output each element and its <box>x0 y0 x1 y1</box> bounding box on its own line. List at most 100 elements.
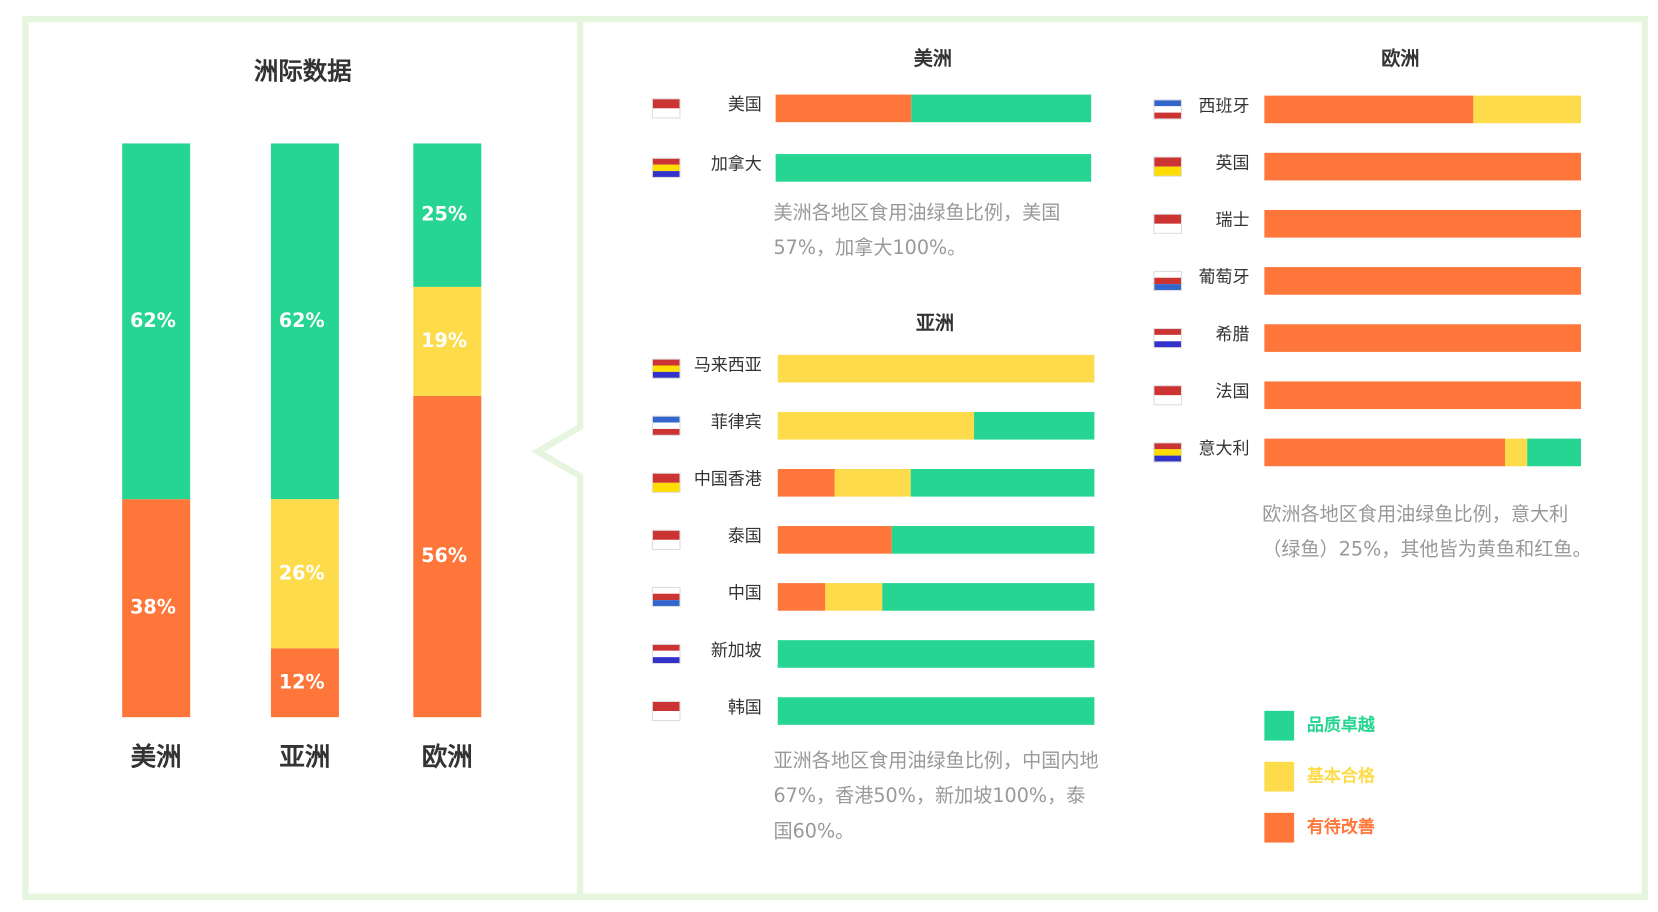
bar-segment <box>777 583 826 611</box>
bar-segment <box>974 411 1095 440</box>
flag <box>1153 449 1182 456</box>
flag-border <box>651 358 681 379</box>
bar-segment <box>777 640 1095 668</box>
flag-border <box>651 98 681 119</box>
bar-segment <box>1264 267 1581 295</box>
flag <box>652 657 680 664</box>
flag-border <box>1153 99 1183 120</box>
y-tick-label: 希腊 <box>1216 325 1250 345</box>
y-tick-label: 马来西亚 <box>694 356 762 376</box>
flag <box>1153 271 1182 278</box>
flag <box>1153 284 1182 291</box>
data-label: 26% <box>279 561 325 584</box>
flag-border <box>651 529 681 550</box>
flag <box>652 701 680 712</box>
legend-label: 品质卓越 <box>1307 715 1376 736</box>
flag <box>652 98 680 109</box>
flag <box>652 711 680 721</box>
flag <box>652 600 680 607</box>
bar-segment <box>270 499 339 649</box>
legend-label: 基本合格 <box>1306 766 1376 787</box>
frame <box>22 15 1648 900</box>
flag-border <box>651 415 681 436</box>
y-tick-label: 瑞士 <box>1216 211 1250 231</box>
y-tick-label: 英国 <box>1216 153 1250 173</box>
flag <box>1153 277 1182 285</box>
bar-segment <box>775 154 1092 182</box>
y-tick-label: 菲律宾 <box>711 413 762 433</box>
data-label: 12% <box>279 670 325 693</box>
bar-segment <box>122 499 191 718</box>
y-tick-label: 加拿大 <box>711 154 762 175</box>
flag <box>652 359 680 366</box>
legend-swatch <box>1264 812 1295 843</box>
chart-title: 洲际数据 <box>254 56 352 85</box>
x-tick-label: 美洲 <box>131 743 182 773</box>
bar-segment <box>270 648 339 718</box>
y-tick-label: 中国香港 <box>694 470 762 490</box>
bar-segment <box>911 94 1092 123</box>
divider <box>531 19 584 897</box>
flag <box>1153 328 1182 335</box>
flag <box>652 587 680 594</box>
chart-title: 亚洲 <box>916 312 954 335</box>
flag <box>652 530 680 540</box>
y-tick-label: 葡萄牙 <box>1199 268 1250 288</box>
flag-border <box>1153 156 1183 177</box>
flag <box>1153 112 1182 119</box>
flag <box>652 171 680 178</box>
flag <box>1153 455 1182 462</box>
y-tick-label: 法国 <box>1216 382 1250 402</box>
bar-segment <box>270 143 339 500</box>
legend-swatch <box>1264 761 1295 792</box>
flag-border <box>651 643 681 665</box>
y-tick-label: 中国 <box>728 584 762 604</box>
legend-swatch <box>1264 710 1295 741</box>
flag-border <box>651 157 681 178</box>
y-tick-label: 新加坡 <box>711 641 762 661</box>
data-label: 19% <box>421 329 467 352</box>
bar-segment <box>413 395 482 718</box>
chart-title: 欧洲 <box>1381 47 1419 70</box>
flag-border <box>651 586 681 608</box>
flag <box>652 539 680 550</box>
data-label: 62% <box>130 309 176 332</box>
x-tick-label: 亚洲 <box>279 743 330 773</box>
flag <box>652 473 680 483</box>
flag-border <box>1153 270 1183 292</box>
flag <box>1153 395 1182 405</box>
y-tick-label: 西班牙 <box>1199 96 1250 116</box>
bar-segment <box>1264 324 1581 352</box>
flag <box>652 108 680 118</box>
flag <box>652 158 680 165</box>
flag <box>1153 341 1182 348</box>
flag <box>1153 99 1182 107</box>
bar-segment <box>413 286 482 396</box>
bar-segment <box>891 526 1095 554</box>
data-label: 25% <box>421 203 467 226</box>
note-box: 欧洲各地区食用油绿鱼比例，意大利（绿鱼）25%，其他皆为黄鱼和红鱼。 <box>1262 503 1592 561</box>
flag <box>1153 157 1182 167</box>
bar-segment <box>775 94 912 123</box>
bar-segment <box>777 354 1095 383</box>
flag-border <box>1153 385 1183 406</box>
data-label: 56% <box>421 544 467 567</box>
flag <box>652 644 680 651</box>
data-label: 62% <box>279 309 325 332</box>
flag <box>652 164 680 172</box>
bar-segment <box>1527 438 1581 467</box>
bar-segment <box>825 583 883 611</box>
bar-segment <box>882 583 1095 611</box>
flag-border <box>651 472 681 493</box>
bar-segment <box>1505 438 1528 467</box>
flag-border <box>1153 327 1183 349</box>
flag <box>652 593 680 601</box>
flag <box>652 365 680 372</box>
bar-segment <box>1264 209 1581 238</box>
bar-segment <box>777 697 1095 725</box>
note: 欧洲各地区食用油绿鱼比例，意大利（绿鱼）25%，其他皆为黄鱼和红鱼。 <box>1262 503 1592 561</box>
y-tick-label: 美国 <box>728 95 762 115</box>
flag <box>1153 334 1182 342</box>
bar-segment <box>910 468 1095 497</box>
flag <box>1153 223 1182 234</box>
